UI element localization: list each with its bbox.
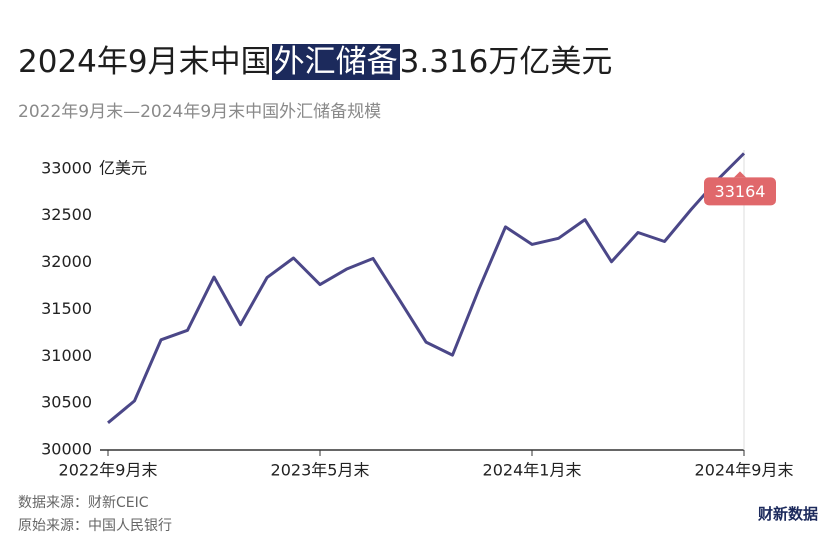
x-tick-label: 2024年9月末 <box>695 461 794 480</box>
y-tick-label: 31500 <box>41 299 92 318</box>
y-tick-label: 30500 <box>41 393 92 412</box>
value-label-pointer <box>734 171 746 178</box>
value-label: 33164 <box>715 182 766 201</box>
y-tick-label: 30000 <box>41 440 92 459</box>
title-part: 2024年9月末中国 <box>18 44 272 80</box>
x-tick-label: 2023年5月末 <box>271 461 370 480</box>
source: 数据来源：财新CEIC <box>18 495 149 511</box>
chart-subtitle: 2022年9月末—2024年9月末中国外汇储备规模 <box>18 102 382 122</box>
line <box>107 152 746 424</box>
y-tick-label: 31000 <box>41 346 92 365</box>
chart-title: 2024年9月末中国外汇储备3.316万亿美元 <box>18 36 612 81</box>
x-tick-label: 2022年9月末 <box>59 461 158 480</box>
logo: 财新数据 <box>757 505 818 523</box>
value-label-box <box>704 177 776 206</box>
y-tick-label: 32500 <box>41 205 92 224</box>
y-tick-label: 32000 <box>41 252 92 271</box>
y-tick-label: 33000 <box>41 158 92 177</box>
x-tick-label: 2024年1月末 <box>483 461 582 480</box>
y-axis-label: 亿美元 <box>99 158 147 177</box>
title-part: 3.316万亿美元 <box>399 44 613 80</box>
title-highlight: 外汇储备 <box>271 44 400 80</box>
source: 原始来源：中国人民银行 <box>18 518 172 534</box>
